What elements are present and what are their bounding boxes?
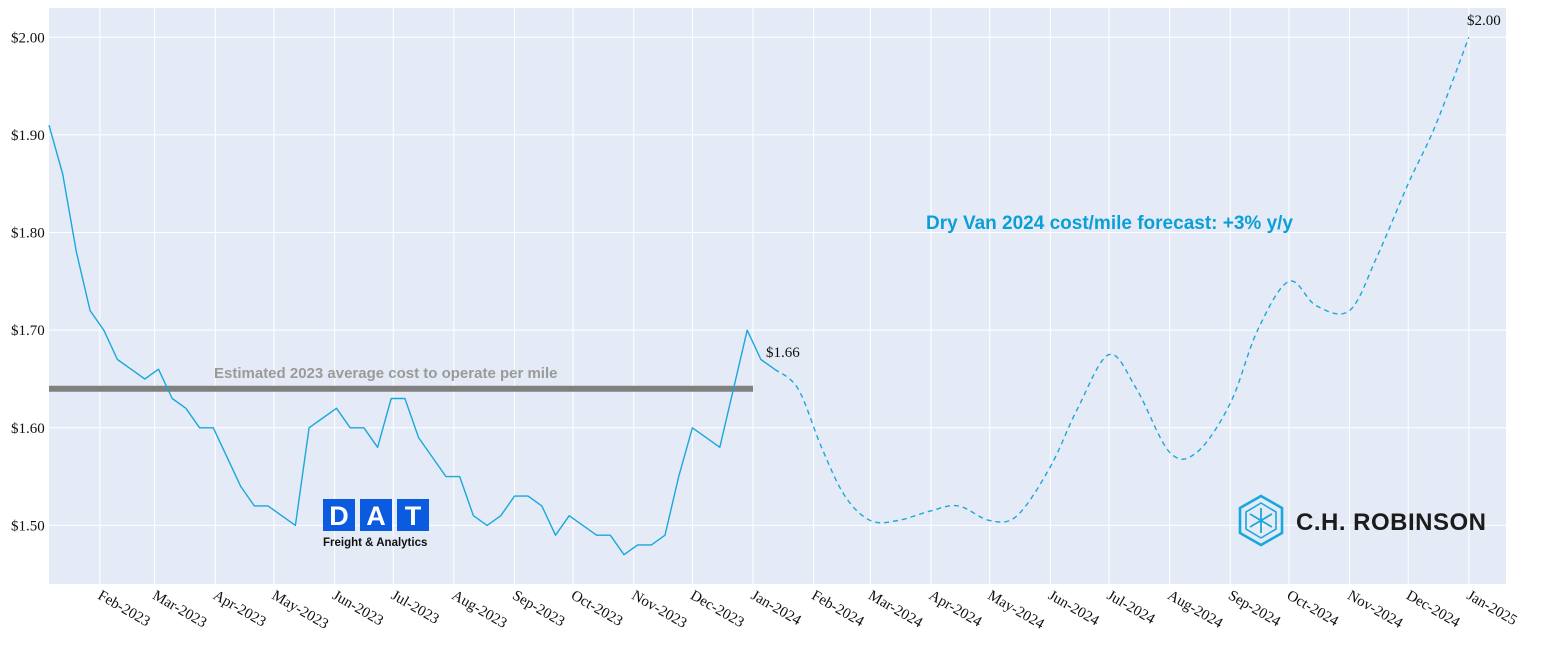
x-tick-label-sep-2024: Sep-2024 xyxy=(1225,588,1283,631)
x-tick-label-feb-2023: Feb-2023 xyxy=(95,588,153,631)
forecast-annotation: Dry Van 2024 cost/mile forecast: +3% y/y xyxy=(926,213,1293,234)
x-tick-label-jan-2025: Jan-2025 xyxy=(1464,588,1520,629)
ch-robinson-wordmark: C.H. ROBINSON xyxy=(1296,509,1487,536)
x-tick-label-jul-2024: Jul-2024 xyxy=(1104,588,1158,628)
grid xyxy=(49,8,1506,584)
x-tick-label-jan-2024: Jan-2024 xyxy=(748,588,804,630)
x-tick-label-may-2024: May-2024 xyxy=(985,588,1048,633)
series-group xyxy=(48,37,1470,556)
dat-logo-letter-d: D xyxy=(329,501,349,531)
data-label-1-66: $1.66 xyxy=(766,345,800,361)
y-tick-label--2-00: $2.00 xyxy=(11,30,45,46)
x-tick-label-nov-2023: Nov-2023 xyxy=(629,588,690,632)
x-tick-label-jun-2023: Jun-2023 xyxy=(330,588,386,630)
x-tick-label-aug-2024: Aug-2024 xyxy=(1165,588,1226,633)
dat-logo-letter-t: T xyxy=(405,501,422,531)
dat-logo-letter-a: A xyxy=(366,501,386,531)
plot-area xyxy=(49,8,1506,584)
ch-robinson-hexagon-icon xyxy=(1238,494,1284,547)
x-tick-label-sep-2023: Sep-2023 xyxy=(509,588,567,631)
y-axis: $1.50 $1.60 $1.70 $1.80 $1.90 $2.00 xyxy=(11,30,45,534)
x-tick-label-apr-2024: Apr-2024 xyxy=(926,588,985,631)
y-tick-label--1-50: $1.50 xyxy=(11,518,45,534)
x-tick-label-feb-2024: Feb-2024 xyxy=(809,588,867,631)
x-tick-label-may-2023: May-2023 xyxy=(269,588,331,633)
y-tick-label--1-60: $1.60 xyxy=(11,421,45,437)
x-tick-label-oct-2023: Oct-2023 xyxy=(568,588,625,630)
y-tick-label--1-70: $1.70 xyxy=(11,323,45,339)
dat-logo: D A T Freight & Analytics xyxy=(323,499,429,549)
x-tick-label-dec-2024: Dec-2024 xyxy=(1403,588,1463,632)
x-tick-label-mar-2023: Mar-2023 xyxy=(150,588,210,632)
x-tick-label-aug-2023: Aug-2023 xyxy=(449,588,510,632)
dat-logo-box-t xyxy=(397,499,429,531)
dat-logo-subtitle: Freight & Analytics xyxy=(323,537,427,549)
x-tick-label-mar-2024: Mar-2024 xyxy=(865,588,925,632)
dat-logo-box-d xyxy=(323,499,355,531)
x-tick-label-nov-2024: Nov-2024 xyxy=(1345,588,1406,633)
reference-line-label: Estimated 2023 average cost to operate p… xyxy=(214,365,557,382)
x-tick-label-apr-2023: Apr-2023 xyxy=(210,588,268,631)
y-tick-label--1-90: $1.90 xyxy=(11,128,45,144)
x-tick-label-jun-2024: Jun-2024 xyxy=(1045,588,1102,630)
y-tick-label--1-80: $1.80 xyxy=(11,226,45,242)
actual-series-line xyxy=(48,125,776,556)
x-tick-label-oct-2024: Oct-2024 xyxy=(1284,588,1341,630)
x-tick-label-jul-2023: Jul-2023 xyxy=(388,588,441,628)
dat-logo-box-a xyxy=(360,499,392,531)
data-label-2-00: $2.00 xyxy=(1467,13,1501,29)
ch-robinson-logo: C.H. ROBINSON xyxy=(1238,494,1487,547)
x-tick-label-dec-2023: Dec-2023 xyxy=(687,588,746,631)
